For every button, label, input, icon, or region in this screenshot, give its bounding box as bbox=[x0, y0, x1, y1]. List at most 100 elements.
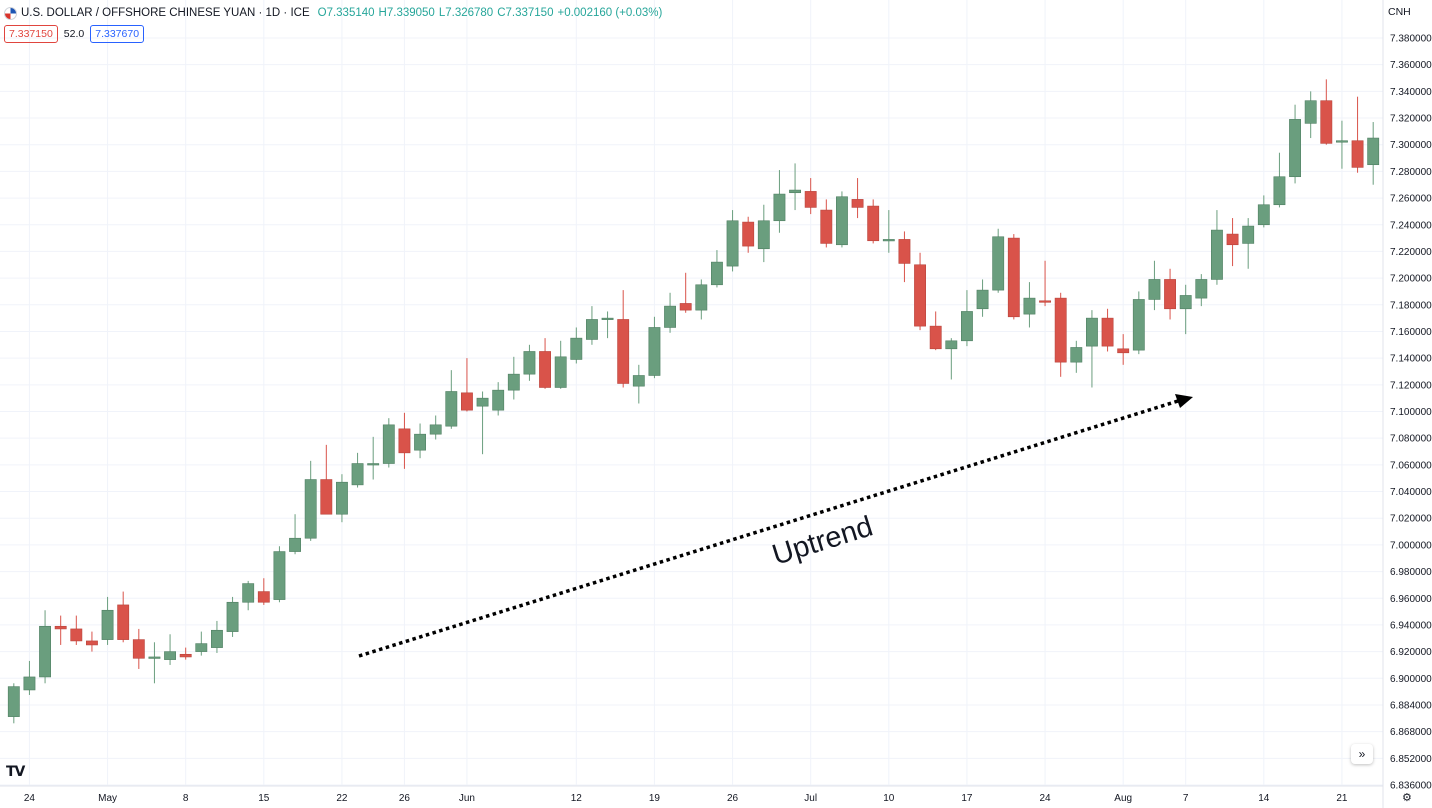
candle-body bbox=[820, 209, 833, 244]
price-tick-label: 7.000000 bbox=[1390, 540, 1432, 551]
candle bbox=[586, 306, 598, 345]
candle bbox=[664, 292, 676, 333]
candle bbox=[1039, 260, 1051, 307]
open-value: O7.335140 bbox=[317, 7, 375, 19]
candle-body bbox=[1086, 317, 1098, 347]
candle-body bbox=[1304, 100, 1317, 124]
candle-body bbox=[1148, 279, 1161, 300]
time-tick-label: 24 bbox=[1040, 793, 1052, 804]
time-tick-label: 26 bbox=[399, 793, 411, 804]
candle bbox=[882, 210, 895, 253]
candle bbox=[336, 474, 348, 523]
time-tick-label: 22 bbox=[336, 793, 348, 804]
candle-body bbox=[554, 356, 567, 388]
candle-body bbox=[7, 686, 20, 717]
candle bbox=[789, 163, 801, 211]
time-axis: 24 May 8 15 22 26 Jun 12 19 26 Jul 10 17 24 Aug 7 14 21 bbox=[24, 793, 1348, 804]
price-tick-label: 7.140000 bbox=[1390, 354, 1432, 365]
candle-body bbox=[242, 583, 255, 603]
candle bbox=[148, 642, 161, 684]
candle-body bbox=[86, 640, 98, 646]
candle-body bbox=[273, 551, 286, 600]
candle bbox=[1351, 96, 1364, 173]
sell-price-button[interactable]: 7.337150 bbox=[4, 25, 58, 43]
scroll-to-realtime-icon[interactable]: » bbox=[1351, 744, 1373, 764]
candle bbox=[773, 170, 786, 233]
price-tick-label: 7.280000 bbox=[1390, 167, 1432, 178]
candle bbox=[1054, 292, 1067, 377]
candle-body bbox=[726, 220, 739, 267]
candle bbox=[257, 578, 270, 605]
candle bbox=[914, 252, 926, 331]
price-tick-label: 7.260000 bbox=[1390, 194, 1432, 205]
candle-body bbox=[1336, 140, 1348, 143]
candle-body bbox=[429, 424, 442, 435]
candle bbox=[289, 514, 301, 555]
time-tick-label: Aug bbox=[1114, 793, 1132, 804]
candle-body bbox=[664, 305, 676, 328]
candle-body bbox=[586, 319, 598, 340]
candle bbox=[1304, 91, 1317, 139]
candle-body bbox=[757, 220, 770, 250]
time-tick-label: 15 bbox=[258, 793, 270, 804]
candle bbox=[86, 631, 98, 652]
candle bbox=[711, 250, 723, 288]
price-tick-label: 6.960000 bbox=[1390, 594, 1432, 605]
candle-body bbox=[1007, 237, 1020, 318]
time-tick-label: 10 bbox=[883, 793, 895, 804]
candle-body bbox=[711, 261, 723, 286]
candle-body bbox=[23, 676, 36, 691]
candle bbox=[164, 634, 176, 665]
time-tick-label: 21 bbox=[1336, 793, 1348, 804]
candle-body bbox=[414, 433, 426, 451]
currency-label[interactable]: CNH bbox=[1388, 6, 1411, 18]
candle-body bbox=[961, 311, 973, 342]
candle bbox=[1132, 291, 1145, 355]
candle bbox=[539, 338, 551, 389]
price-tick-label: 7.120000 bbox=[1390, 380, 1432, 391]
price-tick-label: 7.180000 bbox=[1390, 300, 1432, 311]
price-tick-label: 7.040000 bbox=[1390, 487, 1432, 498]
candle bbox=[382, 418, 395, 468]
candle bbox=[695, 279, 708, 320]
change-value: +0.002160 (+0.03%) bbox=[557, 7, 663, 19]
price-tick-label: 7.020000 bbox=[1390, 514, 1432, 525]
high-value: H7.339050 bbox=[378, 7, 435, 19]
close-value: C7.337150 bbox=[497, 7, 554, 19]
settings-gear-icon[interactable]: ⚙ bbox=[1402, 792, 1412, 804]
candle bbox=[523, 344, 536, 381]
candle bbox=[1273, 152, 1286, 208]
candle-body bbox=[851, 199, 864, 208]
price-tick-label: 7.100000 bbox=[1390, 407, 1432, 418]
candle bbox=[54, 615, 67, 645]
candle bbox=[117, 591, 130, 643]
candle-body bbox=[304, 479, 317, 539]
candle bbox=[461, 358, 473, 412]
low-value: L7.326780 bbox=[438, 7, 494, 19]
candle-body bbox=[1289, 119, 1301, 178]
candle bbox=[1257, 195, 1270, 228]
candle bbox=[757, 204, 770, 263]
trade-buttons: 7.337150 52.0 7.337670 bbox=[4, 25, 145, 43]
time-tick-label: Jun bbox=[459, 793, 475, 804]
candle bbox=[320, 444, 333, 515]
candle bbox=[1164, 268, 1176, 320]
candle bbox=[1367, 122, 1380, 185]
candle-body bbox=[320, 479, 333, 515]
candle-body bbox=[632, 375, 645, 387]
price-tick-label: 6.836000 bbox=[1390, 781, 1432, 792]
symbol-title[interactable]: U.S. DOLLAR / OFFSHORE CHINESE YUAN · 1D… bbox=[21, 7, 310, 19]
candle bbox=[367, 436, 380, 480]
buy-price-button[interactable]: 7.337670 bbox=[90, 25, 145, 43]
candle-body bbox=[898, 239, 911, 264]
tradingview-logo-icon[interactable]: TV bbox=[6, 764, 25, 780]
time-tick-label: 14 bbox=[1258, 793, 1270, 804]
usd-cnh-flag-icon bbox=[4, 6, 17, 20]
candle-body bbox=[148, 656, 161, 659]
candle-body bbox=[461, 392, 473, 411]
candle bbox=[304, 460, 317, 541]
candle bbox=[1195, 274, 1208, 307]
candle bbox=[1007, 234, 1020, 320]
candle-body bbox=[1257, 204, 1270, 226]
